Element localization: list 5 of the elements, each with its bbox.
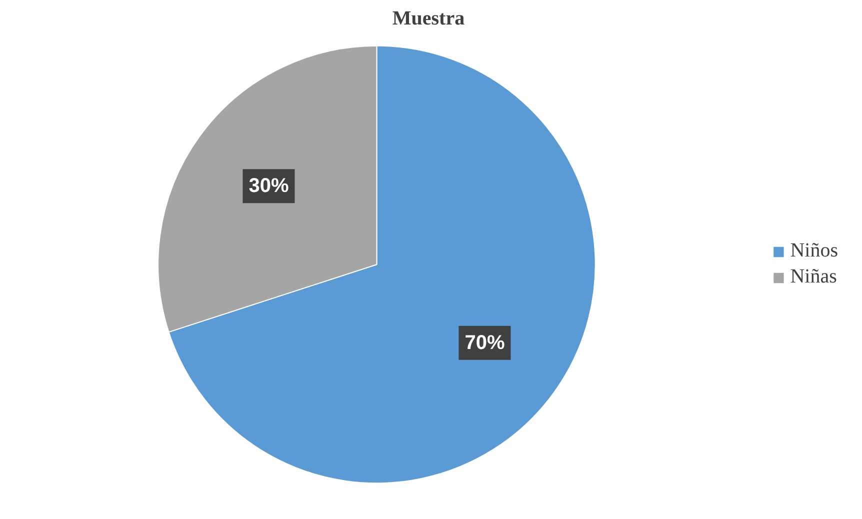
data-label: 70% bbox=[464, 332, 505, 354]
legend-label: Niñas bbox=[790, 266, 837, 288]
data-label: 30% bbox=[248, 175, 289, 198]
chart-title: Muestra bbox=[392, 8, 465, 30]
legend-label: Niños bbox=[790, 240, 838, 262]
